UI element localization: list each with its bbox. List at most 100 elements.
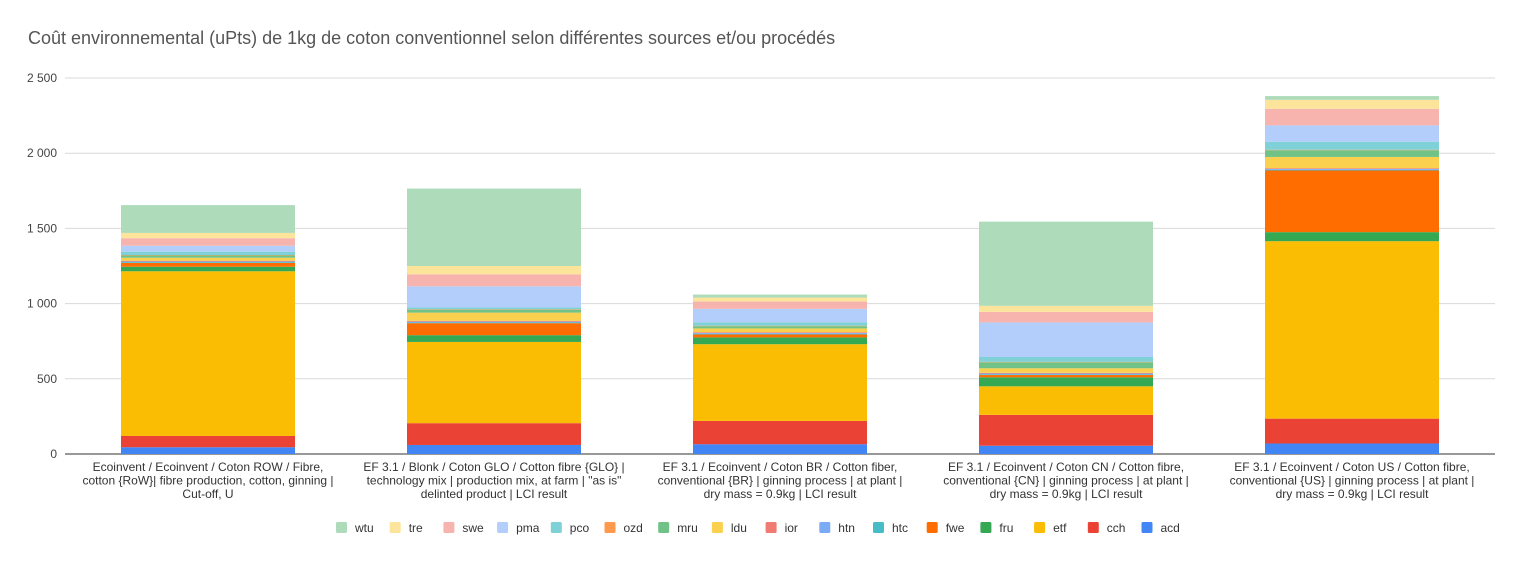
bar-segment-ior [407,320,581,322]
bar-segment-pma [1265,125,1439,142]
bar-segment-tre [693,297,867,302]
bar-segment-swe [693,301,867,309]
legend-swatch-pma [497,522,509,533]
bar-segment-mru [1265,150,1439,157]
category-label: dry mass = 0.9kg | LCI result [1276,487,1430,501]
bar-segment-pma [121,245,295,252]
legend-swatch-etf [1034,522,1046,533]
legend-label-htc: htc [892,521,908,535]
legend-label-ldu: ldu [731,521,747,535]
bar-segment-pco [1265,141,1439,150]
y-tick-label: 2 000 [27,146,57,160]
category-label: technology mix | production mix, at farm… [367,474,622,488]
bar-segment-htc [407,322,581,324]
bar-segment-cch [407,423,581,445]
legend-label-swe: swe [462,521,484,535]
bar-segment-fwe [407,323,581,336]
bar-segment-acd [979,445,1153,454]
legend-label-ozd: ozd [624,521,643,535]
legend-label-ior: ior [785,521,798,535]
bar-segment-cch [979,414,1153,446]
legend-swatch-pco [550,522,562,533]
legend: wtu tre swe pma pco ozd mru ldu ior htn htc fwe fru e… [336,521,1180,535]
category-label: EF 3.1 / Ecoinvent / Coton US / Cotton f… [1234,460,1469,474]
bar-segment-htc [979,374,1153,376]
bar-segment-fwe [1265,170,1439,233]
bar-segment-ldu [693,328,867,333]
category-label: conventional {BR} | ginning process | at… [658,474,903,488]
legend-swatch-fwe [926,522,938,533]
bar-segment-pma [407,286,581,308]
bar-segment-htn [1265,168,1439,170]
bar-segment-htc [693,333,867,335]
bar-segment-fwe [979,375,1153,378]
bar-segment-ldu [979,368,1153,373]
bar-segment-fwe [121,262,295,267]
chart-title: Coût environnemental (uPts) de 1kg de co… [28,28,836,48]
legend-swatch-wtu [336,522,347,533]
bar-segment-tre [121,232,295,239]
bar-segment-etf [407,341,581,424]
legend-swatch-fru [980,522,992,533]
bar-segment-wtu [1265,96,1439,100]
legend-swatch-ldu [711,522,723,533]
bar-segment-ior [121,260,295,262]
bar-segment-ldu [407,312,581,321]
bar-segment-wtu [693,294,867,298]
bar-segment-swe [979,311,1153,323]
bar-segment-acd [1265,443,1439,454]
bar-segment-pco [121,251,295,256]
bar-segment-fwe [693,334,867,338]
category-label: Cut-off, U [182,487,233,501]
legend-label-wtu: wtu [354,521,374,535]
bar-segment-cch [121,435,295,448]
bar-segment-tre [979,305,1153,312]
category-label: dry mass = 0.9kg | LCI result [990,487,1144,501]
bar-segment-ldu [121,257,295,261]
bar-segment-pco [407,307,581,310]
y-tick-label: 1 000 [27,297,57,311]
bar-segment-pma [979,322,1153,357]
bar-segment-fru [979,377,1153,387]
bar-segment-tre [1265,99,1439,109]
bar-segment-pma [693,308,867,323]
bar-segment-swe [121,238,295,246]
x-axis-category-labels: Ecoinvent / Ecoinvent / Coton ROW / Fibr… [82,460,1474,501]
bar-segment-mru [407,309,581,313]
bar-segment-ldu [1265,156,1439,169]
y-tick-label: 1 500 [27,221,57,235]
legend-label-cch: cch [1107,521,1126,535]
bar-segment-acd [121,447,295,454]
bar-segment-acd [693,444,867,454]
bar-segment-etf [979,386,1153,415]
legend-label-pma: pma [516,521,540,535]
legend-label-etf: etf [1053,521,1067,535]
legend-label-fru: fru [999,521,1013,535]
category-label: conventional {CN} | ginning process | at… [943,474,1189,488]
y-tick-label: 500 [37,372,57,386]
legend-swatch-tre [389,522,401,533]
category-label: dry mass = 0.9kg | LCI result [704,487,858,501]
bar-segment-ior [693,332,867,333]
y-axis-tick-labels: 0 500 1 000 1 500 2 000 2 500 [27,71,57,461]
category-label: Ecoinvent / Ecoinvent / Coton ROW / Fibr… [93,460,324,474]
bar-segment-mru [121,255,295,258]
legend-label-mru: mru [677,521,698,535]
bar-segment-acd [407,444,581,454]
bar-segment-fru [693,337,867,345]
bar-segment-htn [407,321,581,323]
legend-label-fwe: fwe [946,521,965,535]
bar-segment-htn [121,261,295,263]
legend-swatch-ior [765,522,777,533]
y-tick-label: 0 [50,447,57,461]
bar-segment-wtu [979,221,1153,306]
bar-segment-tre [407,266,581,275]
legend-swatch-mru [658,522,670,533]
legend-swatch-htc [873,522,884,533]
legend-swatch-acd [1141,522,1153,533]
bar-segment-cch [693,420,867,445]
bar-segment-etf [693,344,867,421]
category-label: EF 3.1 / Ecoinvent / Coton BR / Cotton f… [663,460,898,474]
legend-label-acd: acd [1161,521,1180,535]
bar-segment-ior [1265,168,1439,169]
